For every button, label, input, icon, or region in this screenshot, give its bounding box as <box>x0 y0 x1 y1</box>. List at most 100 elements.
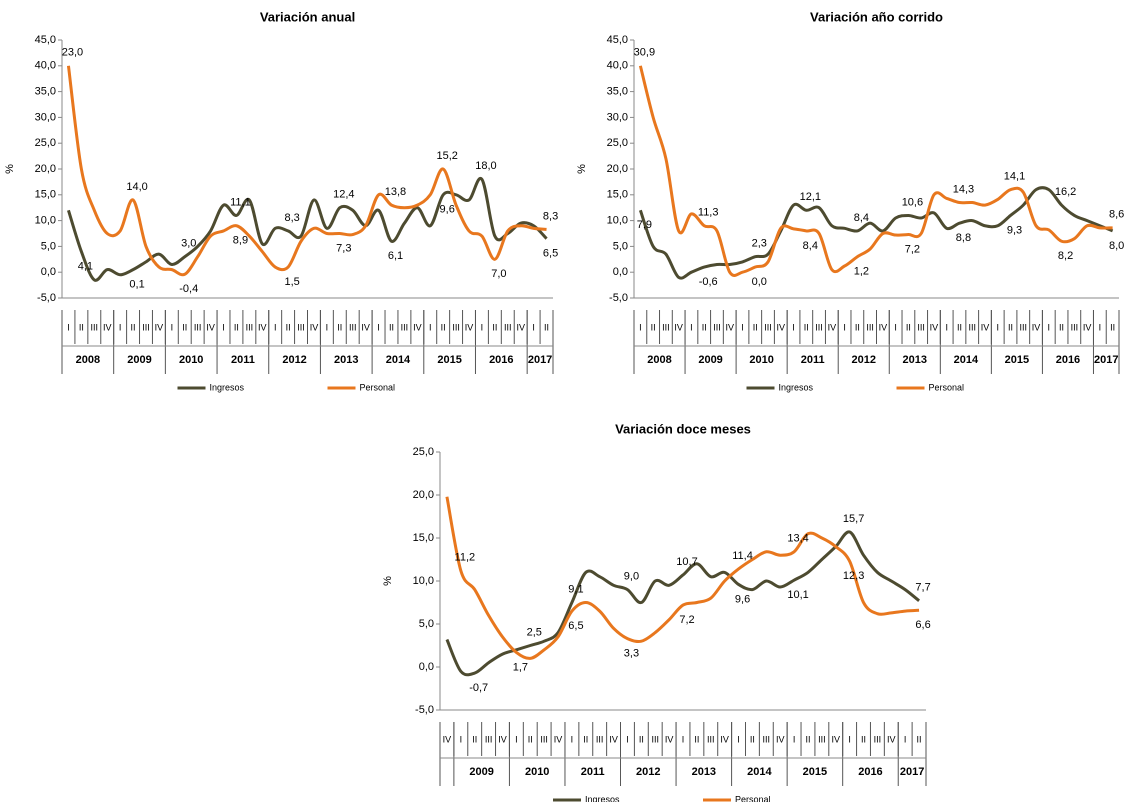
x-tick-label: I <box>737 734 740 744</box>
data-label: 4,1 <box>78 260 93 272</box>
x-tick-label: I <box>945 322 948 332</box>
data-label: 1,7 <box>513 661 528 673</box>
data-label: 13,8 <box>385 186 406 198</box>
x-tick-label: II <box>702 322 707 332</box>
x-tick-label: II <box>583 734 588 744</box>
y-tick-label: 0,0 <box>41 266 56 278</box>
data-label: 8,4 <box>803 240 818 252</box>
series-line <box>638 186 1114 280</box>
x-tick-label: II <box>855 322 860 332</box>
x-tick-label: III <box>246 322 254 332</box>
x-tick-label: II <box>234 322 239 332</box>
data-label: 1,2 <box>854 266 869 278</box>
x-tick-label: I <box>792 322 795 332</box>
x-tick-label: III <box>349 322 357 332</box>
year-label: 2017 <box>528 354 552 366</box>
x-tick-label: III <box>142 322 150 332</box>
x-tick-label: III <box>707 734 715 744</box>
data-label: 12,1 <box>800 191 821 203</box>
x-tick-label: IV <box>498 734 507 744</box>
data-label: 14,1 <box>1004 171 1025 183</box>
x-tick-label: III <box>763 734 771 744</box>
y-tick-label: 15,0 <box>413 532 434 544</box>
data-label: 7,2 <box>905 243 920 255</box>
data-label: 8,3 <box>284 212 299 224</box>
data-label: 0,1 <box>129 279 144 291</box>
x-tick-label: II <box>753 322 758 332</box>
x-tick-label: I <box>843 322 846 332</box>
x-tick-label: I <box>848 734 851 744</box>
data-label: 8,0 <box>1109 240 1124 252</box>
year-label: 2013 <box>903 354 927 366</box>
y-tick-label: 30,0 <box>35 111 56 123</box>
y-tick-label: 15,0 <box>607 189 628 201</box>
x-tick-label: I <box>904 734 907 744</box>
y-tick-label: 15,0 <box>35 189 56 201</box>
x-tick-label: III <box>401 322 409 332</box>
x-tick-label: IV <box>609 734 618 744</box>
x-tick-label: II <box>441 322 446 332</box>
x-tick-label: I <box>460 734 463 744</box>
chart-title: Variación año corrido <box>810 9 943 24</box>
series-line <box>445 530 921 677</box>
x-tick-label: I <box>326 322 329 332</box>
year-label: 2013 <box>334 354 358 366</box>
y-tick-label: 30,0 <box>607 111 628 123</box>
data-label: -0,6 <box>699 276 718 288</box>
data-label: 2,3 <box>752 238 767 250</box>
x-tick-label: III <box>866 322 874 332</box>
data-label: 8,3 <box>543 210 558 222</box>
x-tick-label: I <box>377 322 380 332</box>
year-label: 2015 <box>803 766 827 778</box>
x-tick-label: III <box>662 322 670 332</box>
x-tick-label: IV <box>1032 322 1041 332</box>
data-label: 2,5 <box>527 626 542 638</box>
x-tick-label: I <box>532 322 535 332</box>
legend-label: Personal <box>929 382 965 392</box>
y-tick-label: -5,0 <box>415 704 434 716</box>
x-tick-label: IV <box>879 322 888 332</box>
legend-label: Ingresos <box>210 382 245 392</box>
y-tick-label: 10,0 <box>35 215 56 227</box>
data-label: 11,3 <box>698 207 719 219</box>
data-label: 6,5 <box>568 620 583 632</box>
year-label: 2011 <box>801 354 825 366</box>
year-label: 2014 <box>747 766 772 778</box>
data-label: 0,0 <box>752 276 767 288</box>
data-label: 6,6 <box>915 619 930 631</box>
y-tick-label: -5,0 <box>609 292 628 304</box>
y-axis-label: % <box>576 164 588 174</box>
x-tick-label: II <box>337 322 342 332</box>
data-label: 16,2 <box>1055 186 1076 198</box>
x-tick-label: I <box>171 322 174 332</box>
x-tick-label: II <box>750 734 755 744</box>
x-tick-label: IV <box>720 734 729 744</box>
y-tick-label: 25,0 <box>607 137 628 149</box>
chart: Variación anual% -5,0 0,0 5,0 10,0 15,0 20,0 25… <box>4 9 558 392</box>
x-tick-label: I <box>481 322 484 332</box>
x-tick-label: II <box>804 322 809 332</box>
data-label: 7,3 <box>336 242 351 254</box>
y-tick-label: 45,0 <box>607 34 628 46</box>
x-tick-label: II <box>957 322 962 332</box>
legend-label: Personal <box>360 382 396 392</box>
data-label: 9,1 <box>568 583 583 595</box>
x-tick-label: I <box>429 322 432 332</box>
legend-label: Personal <box>735 794 771 802</box>
data-label: 9,6 <box>440 204 455 216</box>
y-axis-label: % <box>4 164 16 174</box>
year-label: 2011 <box>231 354 255 366</box>
x-tick-label: IV <box>155 322 164 332</box>
y-tick-label: 5,0 <box>41 240 56 252</box>
y-tick-label: 35,0 <box>607 86 628 98</box>
x-tick-label: II <box>492 322 497 332</box>
y-tick-label: 0,0 <box>613 266 628 278</box>
series-line <box>67 176 548 282</box>
year-label: 2010 <box>179 354 203 366</box>
x-tick-label: III <box>194 322 202 332</box>
data-label: 9,0 <box>624 571 639 583</box>
year-label: 2016 <box>489 354 513 366</box>
x-tick-label: III <box>297 322 305 332</box>
x-tick-label: II <box>1110 322 1115 332</box>
